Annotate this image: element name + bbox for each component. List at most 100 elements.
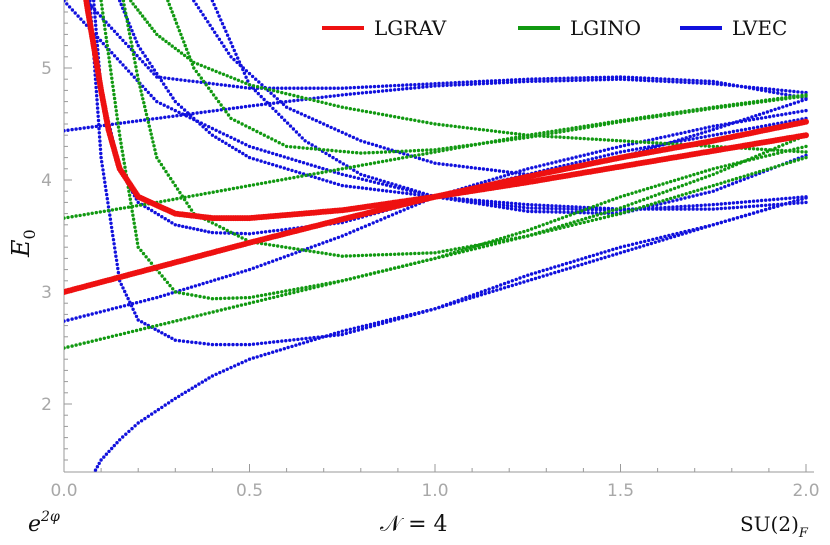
data-point	[707, 134, 711, 138]
data-point	[461, 246, 465, 250]
data-point	[305, 146, 309, 150]
data-point	[90, 312, 94, 316]
data-point	[328, 252, 332, 256]
data-point	[317, 165, 321, 170]
data-point	[755, 147, 760, 151]
data-point	[711, 79, 715, 84]
data-point	[304, 285, 308, 290]
data-point	[259, 293, 264, 298]
data-point	[368, 253, 373, 257]
data-point	[126, 23, 130, 28]
data-point	[272, 291, 276, 295]
data-point	[727, 218, 732, 222]
data-point	[661, 182, 665, 186]
data-point	[445, 123, 449, 128]
data-point	[291, 127, 296, 131]
data-point	[564, 214, 569, 219]
data-point	[312, 86, 316, 90]
data-point	[143, 108, 148, 113]
data-point	[598, 155, 602, 159]
data-point	[526, 167, 530, 171]
data-point	[550, 135, 554, 139]
data-point	[384, 84, 389, 88]
data-point	[278, 256, 283, 261]
data-point	[501, 200, 506, 205]
data-point	[86, 313, 90, 317]
data-point	[768, 148, 772, 152]
data-point	[398, 209, 402, 214]
data-point	[360, 177, 365, 181]
data-point	[417, 191, 421, 195]
data-point	[711, 183, 715, 188]
data-point	[316, 86, 320, 90]
data-point	[751, 101, 756, 105]
y-axis-label-sub: 0	[20, 229, 39, 239]
data-point	[325, 179, 329, 183]
data-point	[542, 206, 546, 211]
data-point	[526, 77, 530, 81]
data-point	[99, 155, 103, 160]
data-point	[143, 54, 147, 58]
data-point	[695, 79, 699, 83]
data-point	[626, 118, 631, 123]
data-point	[278, 154, 283, 158]
data-point	[344, 173, 348, 178]
data-point	[192, 117, 196, 122]
data-point	[312, 250, 316, 254]
data-point	[772, 205, 776, 209]
data-point	[236, 56, 240, 60]
data-point	[397, 87, 401, 92]
data-point	[162, 166, 166, 170]
data-point	[444, 302, 449, 307]
data-point	[86, 212, 90, 216]
data-point	[453, 247, 457, 251]
data-point	[719, 169, 723, 173]
data-point	[538, 164, 542, 168]
data-point	[150, 412, 154, 416]
data-point	[765, 167, 770, 171]
data-point	[219, 18, 223, 22]
data-point	[259, 181, 264, 186]
data-point	[133, 36, 137, 40]
data-point	[642, 204, 646, 209]
data-point	[647, 140, 651, 145]
data-point	[328, 86, 332, 90]
data-point	[159, 322, 163, 327]
data-point	[356, 91, 361, 96]
data-point	[227, 84, 231, 88]
data-point	[177, 291, 182, 295]
data-point	[329, 125, 333, 130]
data-point	[574, 161, 578, 165]
data-point	[645, 203, 650, 208]
data-point	[388, 88, 393, 92]
data-point	[421, 120, 425, 124]
data-point	[292, 86, 296, 90]
data-point	[364, 85, 369, 89]
data-point	[122, 161, 127, 165]
data-point	[130, 209, 134, 213]
data-point	[505, 201, 510, 205]
data-point	[294, 158, 298, 163]
data-point	[653, 193, 657, 198]
data-point	[558, 130, 562, 134]
data-point	[151, 140, 155, 144]
data-point	[109, 225, 114, 230]
data-point	[800, 201, 804, 205]
data-point	[626, 142, 631, 147]
data-point	[163, 403, 167, 407]
data-point	[514, 282, 518, 286]
data-point	[772, 90, 776, 95]
data-point	[325, 124, 330, 128]
data-point	[699, 127, 703, 131]
data-point	[309, 245, 313, 249]
data-point	[93, 468, 98, 472]
data-point	[240, 122, 244, 126]
data-point	[614, 212, 619, 217]
data-point	[402, 152, 406, 156]
data-point	[727, 82, 732, 87]
data-point	[151, 324, 155, 329]
data-point	[699, 79, 703, 83]
data-point	[163, 277, 167, 281]
data-point	[598, 208, 602, 212]
